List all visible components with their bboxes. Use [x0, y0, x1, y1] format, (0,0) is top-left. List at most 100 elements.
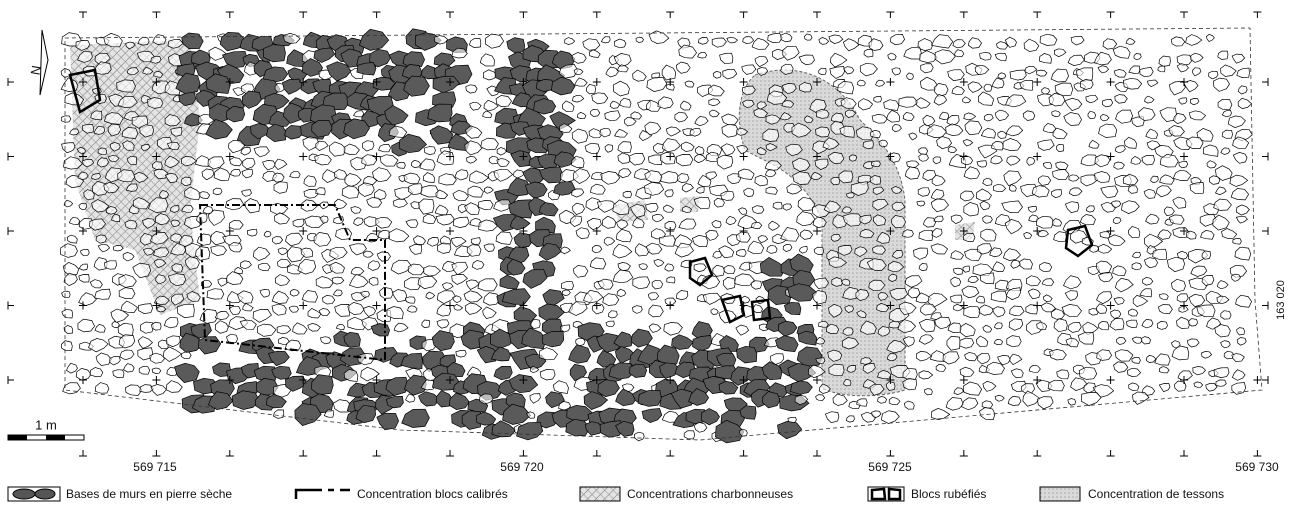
stone	[125, 384, 143, 396]
stone	[906, 72, 914, 81]
stone	[946, 115, 960, 126]
stone	[913, 247, 929, 260]
stone	[1202, 144, 1219, 157]
stone	[379, 154, 399, 167]
stone	[209, 231, 227, 246]
frame-tick	[1262, 78, 1269, 86]
wall-stone	[615, 346, 636, 364]
stone	[980, 228, 997, 242]
stone	[103, 32, 123, 48]
stone	[482, 110, 493, 119]
grid-cross	[519, 301, 528, 310]
grid-cross	[446, 78, 454, 86]
stone	[827, 349, 843, 362]
stone	[612, 80, 630, 97]
stone	[1140, 336, 1151, 345]
stone	[78, 292, 97, 306]
stone	[1002, 248, 1021, 261]
stone	[61, 142, 76, 154]
wall-stone	[761, 361, 783, 381]
wall-stone	[313, 47, 336, 63]
stone	[1201, 351, 1213, 359]
stone	[66, 234, 78, 244]
stone	[1065, 337, 1079, 348]
wall-stone	[369, 48, 391, 68]
wall-stone	[513, 232, 534, 248]
stone	[583, 289, 604, 304]
stone	[453, 303, 464, 311]
wall-stone	[692, 335, 713, 352]
stone	[1145, 354, 1157, 363]
stone	[453, 216, 470, 228]
stone	[253, 146, 270, 158]
stone	[756, 101, 768, 110]
wall-stone	[311, 374, 334, 396]
stone	[1188, 318, 1198, 327]
stone	[107, 155, 120, 163]
stone	[288, 305, 299, 313]
stone	[1132, 294, 1149, 308]
stone	[360, 291, 370, 298]
wall-stone	[343, 331, 361, 348]
grid-cross	[959, 78, 968, 86]
frame-tick	[152, 11, 161, 18]
stone	[888, 273, 898, 282]
stone	[962, 139, 974, 147]
stone	[1167, 256, 1185, 273]
stone	[60, 67, 72, 79]
stone	[985, 361, 1005, 375]
stone	[751, 37, 770, 50]
stone	[1137, 107, 1156, 121]
stone	[170, 242, 187, 256]
stone	[1064, 290, 1079, 301]
stone	[208, 46, 227, 61]
stone	[764, 160, 782, 171]
stone	[903, 400, 915, 410]
stone	[828, 363, 845, 377]
stone	[119, 349, 135, 361]
stone	[602, 293, 620, 306]
stone	[143, 247, 155, 256]
stone	[366, 197, 383, 208]
stone	[754, 55, 769, 68]
stone	[166, 141, 180, 151]
stone	[720, 143, 736, 157]
wall-stone	[262, 66, 289, 83]
stone	[842, 213, 864, 227]
stone	[230, 168, 241, 177]
stone	[856, 398, 868, 407]
stone	[691, 235, 709, 248]
stone	[994, 279, 1010, 291]
stone	[390, 259, 413, 275]
stone	[1155, 185, 1172, 198]
stone	[1053, 48, 1067, 58]
wall-stone	[538, 166, 564, 184]
stone	[845, 415, 855, 423]
stone	[1085, 205, 1095, 213]
wall-stone	[401, 408, 430, 428]
stone	[740, 295, 751, 304]
grid-cross	[372, 152, 381, 161]
wall-stone	[762, 391, 781, 409]
wall-stone	[418, 391, 441, 407]
stone	[1232, 238, 1242, 245]
stone	[1068, 187, 1083, 197]
stone	[196, 212, 208, 225]
stone	[315, 187, 326, 196]
stone	[886, 352, 898, 362]
stone	[116, 79, 136, 93]
wall-stone	[446, 362, 466, 378]
stone	[91, 199, 110, 213]
stone	[976, 160, 988, 168]
stone	[589, 257, 607, 270]
stone	[1235, 294, 1253, 308]
stone	[1139, 67, 1154, 78]
wall-stone	[553, 181, 576, 196]
stone	[479, 393, 494, 405]
stone	[951, 85, 965, 96]
stone	[170, 127, 183, 137]
stone	[870, 129, 881, 138]
stone	[388, 228, 410, 243]
stone	[433, 35, 449, 45]
stone	[1139, 288, 1153, 298]
